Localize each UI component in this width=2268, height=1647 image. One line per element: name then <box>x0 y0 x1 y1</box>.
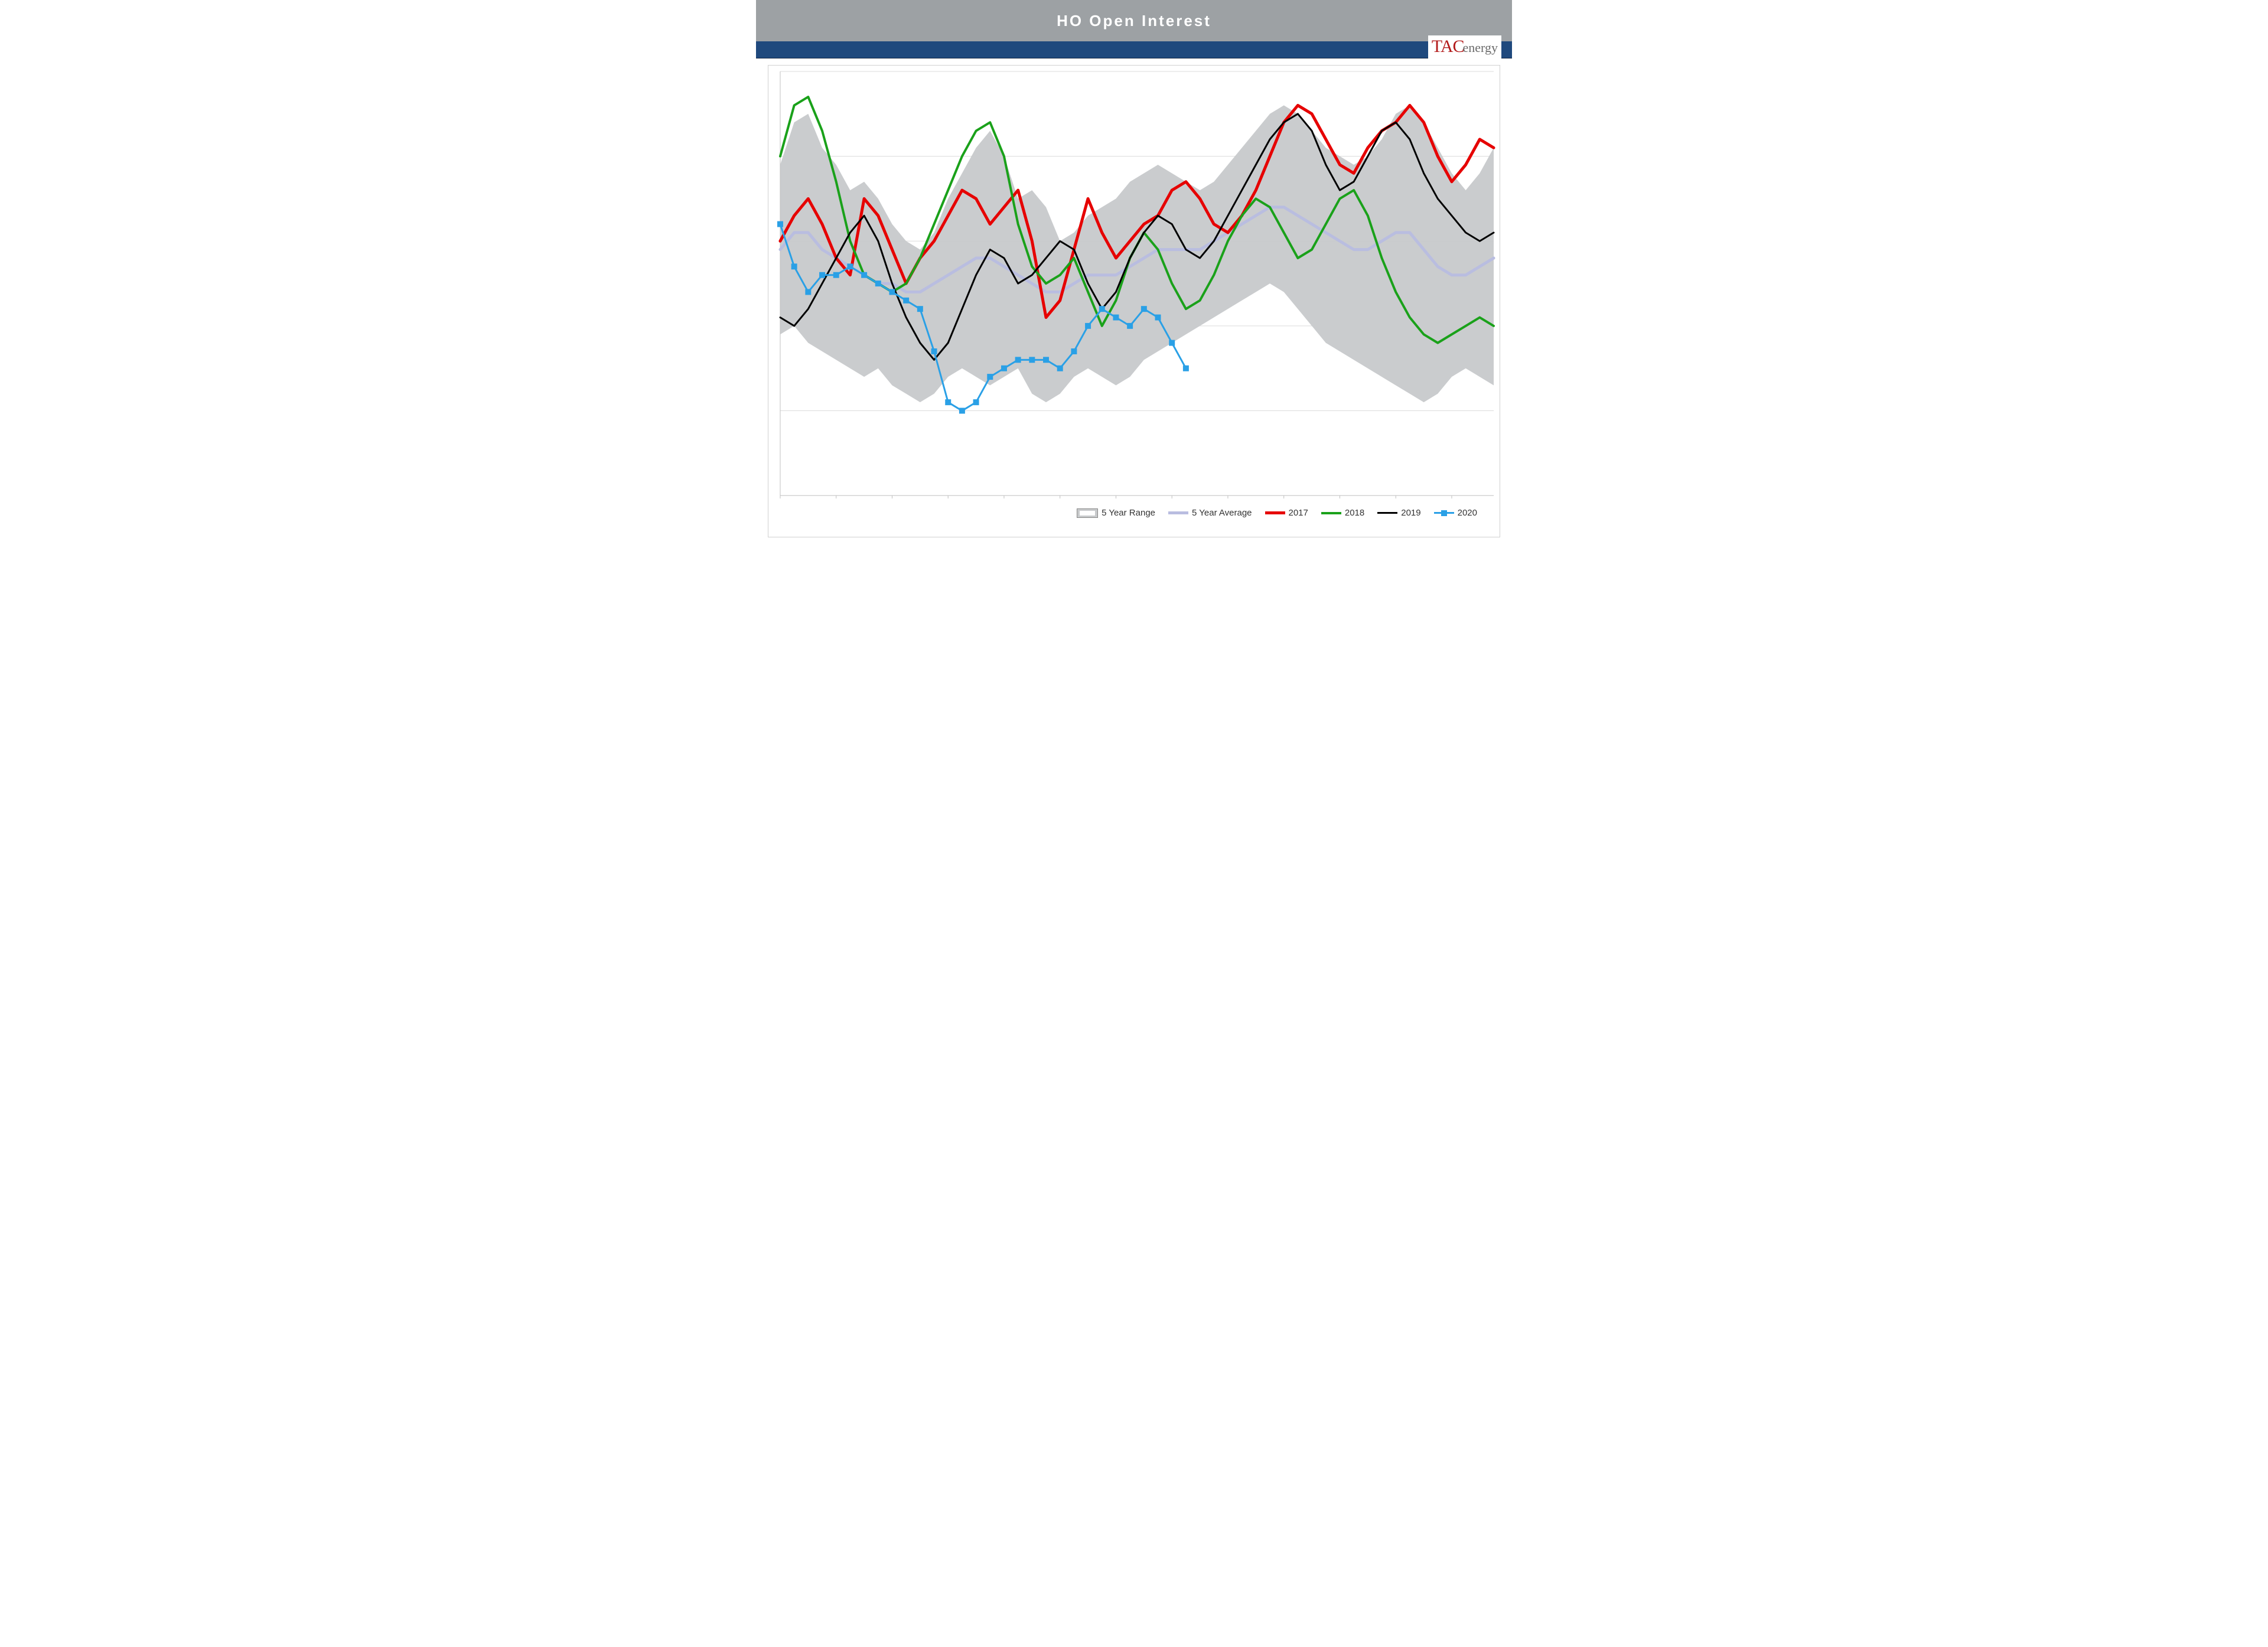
legend-label: 2018 <box>1345 508 1364 518</box>
header-bar: HO Open Interest <box>756 0 1512 41</box>
legend-label: 5 Year Range <box>1102 508 1155 518</box>
legend-swatch-2019 <box>1377 512 1397 514</box>
legend-item-avg: 5 Year Average <box>1168 508 1252 518</box>
legend-item-2019: 2019 <box>1377 508 1420 518</box>
legend-label: 2019 <box>1401 508 1420 518</box>
legend-item-2020: 2020 <box>1434 508 1477 518</box>
chart-card: HO Open Interest TACenergy 5 Year Range … <box>756 0 1512 549</box>
legend-label: 5 Year Average <box>1192 508 1252 518</box>
legend-item-2017: 2017 <box>1265 508 1308 518</box>
legend-swatch-2017 <box>1265 511 1285 514</box>
legend-item-range: 5 Year Range <box>1077 508 1155 518</box>
legend-swatch-2018 <box>1321 512 1341 514</box>
logo-tac: TAC <box>1432 37 1464 57</box>
legend-item-2018: 2018 <box>1321 508 1364 518</box>
legend-label: 2020 <box>1458 508 1477 518</box>
legend-swatch-range <box>1077 508 1098 518</box>
header-accent-band <box>756 41 1512 58</box>
logo-energy: energy <box>1463 40 1498 56</box>
chart-area: 5 Year Range 5 Year Average 2017 2018 20… <box>768 65 1500 537</box>
legend-label: 2017 <box>1289 508 1308 518</box>
brand-logo: TACenergy <box>1428 35 1501 60</box>
line-chart <box>768 66 1500 537</box>
legend-swatch-avg <box>1168 511 1188 514</box>
legend: 5 Year Range 5 Year Average 2017 2018 20… <box>1072 505 1482 520</box>
legend-swatch-2020 <box>1434 512 1454 514</box>
chart-title: HO Open Interest <box>1057 12 1211 30</box>
